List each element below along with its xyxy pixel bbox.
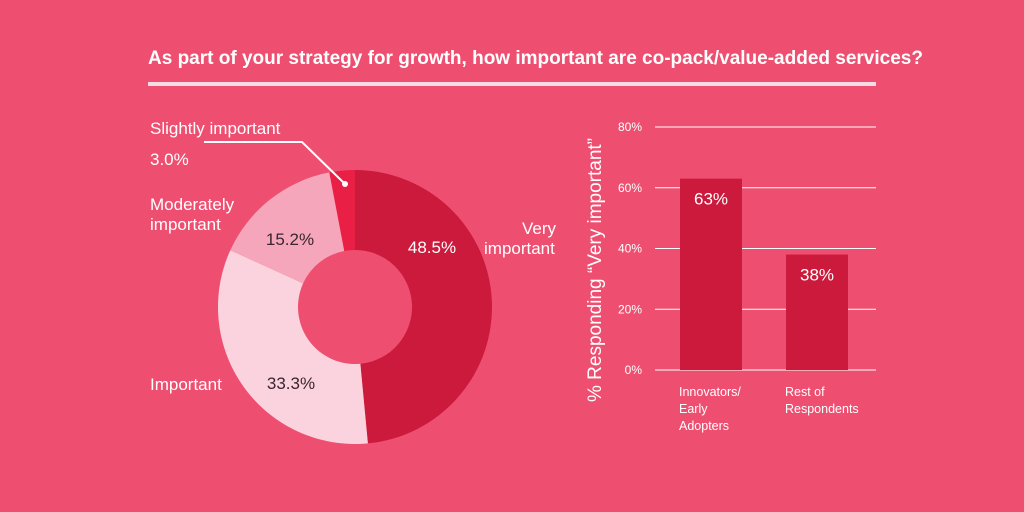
bar	[680, 178, 742, 370]
slice-value-label: 15.2%	[266, 230, 314, 249]
slightly-leader-dot	[342, 181, 348, 187]
slightly-leader-line	[204, 141, 346, 185]
slice-slightly-important	[329, 170, 355, 252]
slice-value-label: 33.3%	[267, 374, 315, 393]
x-category-label: Adopters	[679, 419, 729, 433]
slice-value-label: 48.5%	[408, 238, 456, 257]
title-divider	[148, 82, 876, 86]
y-tick-label: 80%	[618, 120, 642, 134]
slice-label-very-line1: Very	[522, 219, 557, 238]
slice-important	[217, 250, 368, 444]
y-tick-label: 60%	[618, 181, 642, 195]
x-category-label: Innovators/	[679, 385, 741, 399]
y-tick-label: 0%	[625, 363, 643, 377]
y-axis-title: % Responding “Very important”	[585, 138, 606, 402]
y-tick-label: 40%	[618, 242, 642, 256]
slice-label-moderately-line1: Moderately	[150, 195, 235, 214]
slice-label-very-line2: important	[484, 239, 555, 258]
slice-value-slightly: 3.0%	[150, 150, 189, 169]
x-category-label: Rest of	[785, 385, 825, 399]
slice-moderately-important	[230, 172, 345, 284]
chart-title: As part of your strategy for growth, how…	[148, 48, 923, 69]
bar-value-label: 63%	[694, 190, 728, 209]
slice-label-slightly: Slightly important	[150, 119, 281, 138]
x-category-label: Respondents	[785, 402, 859, 416]
bar	[786, 254, 848, 370]
slice-label-moderately-line2: important	[150, 215, 221, 234]
slice-label-important: Important	[150, 375, 222, 394]
x-category-label: Early	[679, 402, 708, 416]
bar-value-label: 38%	[800, 266, 834, 285]
slice-very-important	[355, 170, 493, 444]
y-tick-label: 20%	[618, 302, 642, 316]
